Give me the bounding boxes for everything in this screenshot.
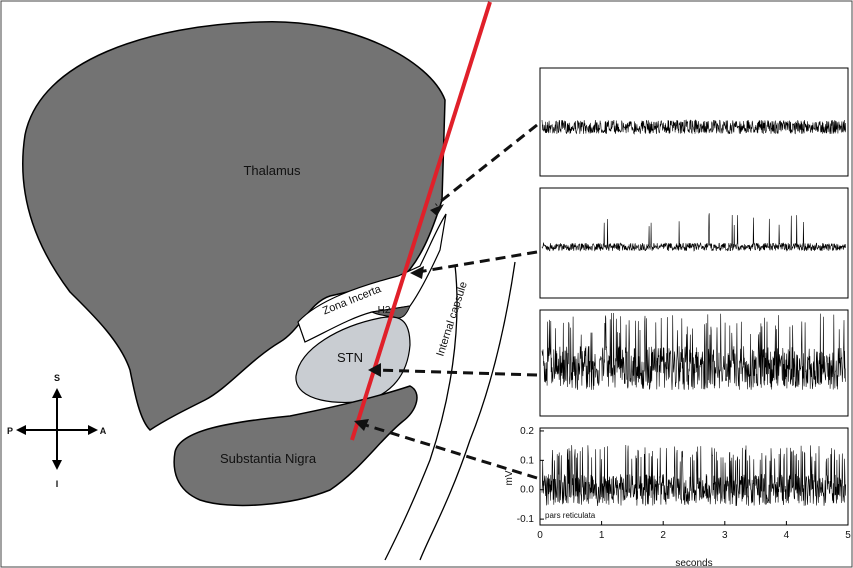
- figure: Thalamus Zona Incerta H2 STN Internal ca…: [0, 0, 853, 568]
- trace-panel: [540, 188, 848, 298]
- region-label: H2: [378, 305, 391, 316]
- region-label: Thalamus: [243, 163, 301, 178]
- compass-label: S: [54, 373, 60, 383]
- x-tick-label: 5: [845, 530, 851, 541]
- compass-label: P: [7, 426, 13, 436]
- compass-label: A: [100, 426, 107, 436]
- y-axis-label: mV: [504, 470, 515, 485]
- region-label: Substantia Nigra: [220, 451, 317, 466]
- y-tick-label: 0.0: [520, 485, 534, 496]
- trace-panel: [540, 68, 848, 176]
- x-tick-label: 4: [784, 530, 790, 541]
- x-tick-label: 3: [722, 530, 728, 541]
- x-tick-label: 1: [599, 530, 605, 541]
- y-tick-label: 0.2: [520, 426, 534, 437]
- panel-annotation: pars reticulata: [545, 511, 596, 520]
- y-tick-label: 0.1: [520, 455, 534, 466]
- compass-label: I: [56, 479, 59, 489]
- x-tick-label: 2: [660, 530, 666, 541]
- x-axis-label: seconds: [675, 558, 712, 568]
- x-tick-label: 0: [537, 530, 543, 541]
- region-label: STN: [337, 350, 363, 365]
- y-tick-label: -0.1: [517, 514, 535, 525]
